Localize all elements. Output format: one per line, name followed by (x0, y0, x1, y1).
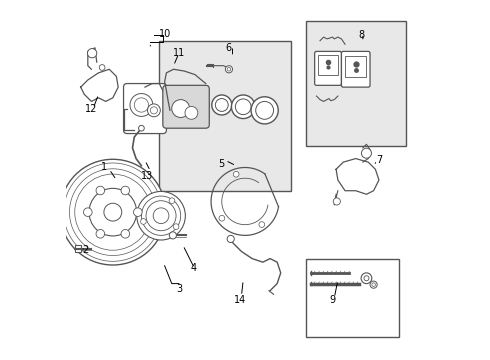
Circle shape (75, 174, 151, 250)
Text: 5: 5 (219, 159, 225, 169)
Circle shape (134, 98, 148, 112)
Circle shape (173, 224, 179, 229)
Circle shape (370, 281, 377, 288)
FancyBboxPatch shape (163, 85, 209, 128)
Circle shape (60, 159, 166, 265)
Circle shape (169, 198, 175, 203)
FancyBboxPatch shape (315, 51, 342, 85)
Circle shape (333, 198, 341, 205)
Circle shape (259, 222, 265, 228)
Circle shape (185, 107, 198, 119)
Bar (75, 246, 81, 252)
Circle shape (215, 99, 228, 111)
Circle shape (83, 208, 92, 216)
Circle shape (169, 232, 176, 239)
Circle shape (142, 196, 181, 235)
Circle shape (99, 64, 105, 70)
Circle shape (225, 66, 232, 73)
Circle shape (137, 192, 185, 240)
Text: 11: 11 (173, 48, 185, 58)
Circle shape (219, 215, 225, 221)
Bar (306, 258, 398, 337)
Circle shape (64, 163, 162, 261)
Text: 13: 13 (141, 171, 153, 181)
Circle shape (235, 99, 251, 114)
Circle shape (141, 219, 146, 224)
Text: 6: 6 (226, 43, 232, 53)
Text: 4: 4 (190, 262, 196, 273)
Circle shape (130, 94, 153, 116)
Circle shape (227, 67, 231, 71)
Circle shape (153, 208, 169, 224)
FancyBboxPatch shape (342, 51, 370, 87)
Text: 9: 9 (329, 295, 336, 305)
Text: 12: 12 (84, 104, 97, 113)
Circle shape (147, 104, 160, 117)
Circle shape (212, 95, 232, 115)
Circle shape (88, 49, 97, 58)
Circle shape (134, 208, 142, 216)
Text: 10: 10 (158, 28, 171, 39)
Circle shape (121, 186, 130, 195)
Text: 2: 2 (82, 245, 88, 255)
Text: 3: 3 (176, 284, 182, 294)
Circle shape (361, 273, 372, 284)
Circle shape (233, 171, 239, 177)
Bar (306, 21, 406, 146)
Circle shape (139, 125, 144, 131)
Circle shape (364, 276, 369, 281)
Bar (344, 56, 366, 77)
Bar (318, 55, 338, 75)
Circle shape (96, 230, 104, 238)
Circle shape (172, 100, 190, 117)
FancyBboxPatch shape (123, 84, 167, 134)
Circle shape (70, 169, 156, 256)
Text: 8: 8 (358, 30, 364, 40)
Circle shape (146, 201, 176, 231)
Text: 14: 14 (234, 295, 246, 305)
Bar (159, 41, 292, 191)
Circle shape (256, 102, 273, 119)
Circle shape (96, 186, 104, 195)
Circle shape (251, 97, 278, 124)
Circle shape (231, 95, 255, 118)
Circle shape (227, 235, 234, 243)
Circle shape (121, 230, 130, 238)
Circle shape (104, 203, 122, 221)
Text: 7: 7 (376, 156, 382, 165)
Circle shape (89, 188, 137, 236)
Text: 1: 1 (101, 162, 107, 172)
Circle shape (372, 283, 375, 287)
Circle shape (362, 148, 371, 158)
Circle shape (150, 107, 157, 114)
